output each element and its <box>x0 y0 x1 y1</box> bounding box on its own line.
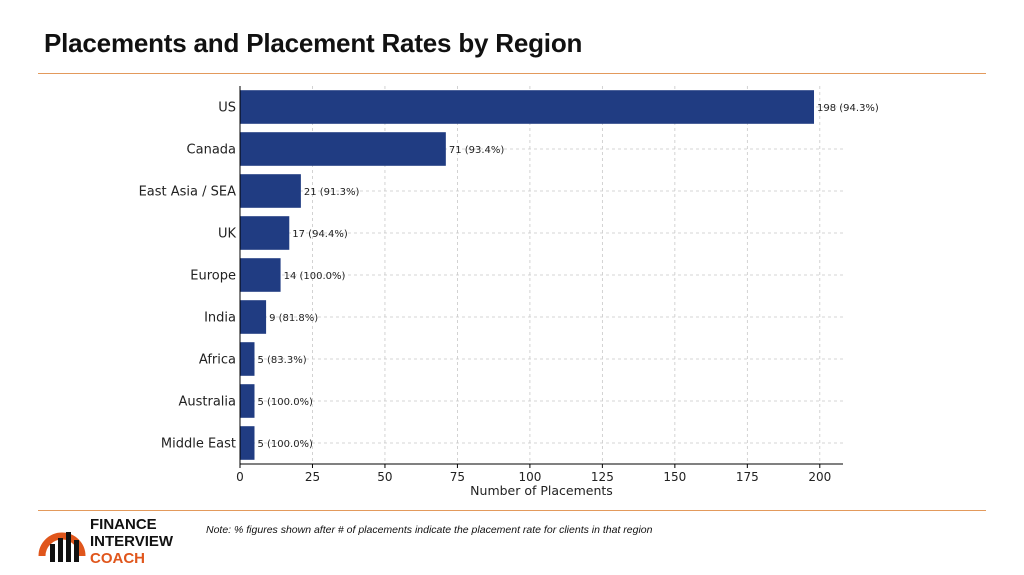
x-tick-label: 50 <box>377 470 392 484</box>
logo-wordmark: FINANCE INTERVIEW COACH <box>90 516 173 567</box>
category-label: Middle East <box>161 437 236 452</box>
bar <box>240 426 255 460</box>
data-label: 9 (81.8%) <box>269 313 318 324</box>
bar-chart-arc-logo-icon <box>38 532 86 562</box>
title-divider <box>38 73 986 74</box>
x-tick-label: 150 <box>663 470 686 484</box>
category-label: UK <box>218 227 237 242</box>
placements-bar-chart: US 198 (94.3%) Canada 71 (93.4%) East Asia /… <box>139 86 879 498</box>
logo-line-1: FINANCE <box>90 516 157 533</box>
bar <box>240 90 815 124</box>
footer-note: Note: % figures shown after # of placeme… <box>206 524 653 536</box>
bar <box>240 384 255 418</box>
category-label: East Asia / SEA <box>139 185 237 200</box>
slide-title: Placements and Placement Rates by Region <box>44 28 583 58</box>
x-tick-label: 125 <box>591 470 614 484</box>
x-tick-label: 200 <box>808 470 831 484</box>
category-label: India <box>204 311 236 326</box>
data-label: 21 (91.3%) <box>304 187 360 198</box>
bar <box>240 216 290 250</box>
data-label: 5 (100.0%) <box>257 439 313 450</box>
bar <box>240 342 255 376</box>
data-label: 5 (83.3%) <box>257 355 306 366</box>
bar <box>240 300 267 334</box>
data-label: 5 (100.0%) <box>257 397 313 408</box>
finance-interview-coach-logo: FINANCE INTERVIEW COACH <box>38 516 198 568</box>
x-tick-label: 25 <box>305 470 320 484</box>
category-label: Canada <box>187 143 236 158</box>
data-label: 14 (100.0%) <box>284 271 346 282</box>
bar <box>240 174 301 208</box>
x-axis-label: Number of Placements <box>470 483 613 498</box>
x-tick-label: 0 <box>236 470 244 484</box>
data-label: 71 (93.4%) <box>449 145 505 156</box>
data-label: 17 (94.4%) <box>292 229 348 240</box>
x-tick-label: 100 <box>518 470 541 484</box>
bar <box>240 132 446 166</box>
bar <box>240 258 281 292</box>
x-tick-label: 75 <box>450 470 465 484</box>
x-tick-label: 175 <box>736 470 759 484</box>
logo-line-3: COACH <box>90 550 145 567</box>
data-label: 198 (94.3%) <box>817 103 879 114</box>
logo-line-2: INTERVIEW <box>90 533 174 550</box>
category-label: Australia <box>178 395 236 410</box>
category-label: US <box>218 101 236 116</box>
footer-divider <box>38 510 986 511</box>
category-label: Africa <box>199 353 236 368</box>
category-label: Europe <box>190 269 236 284</box>
